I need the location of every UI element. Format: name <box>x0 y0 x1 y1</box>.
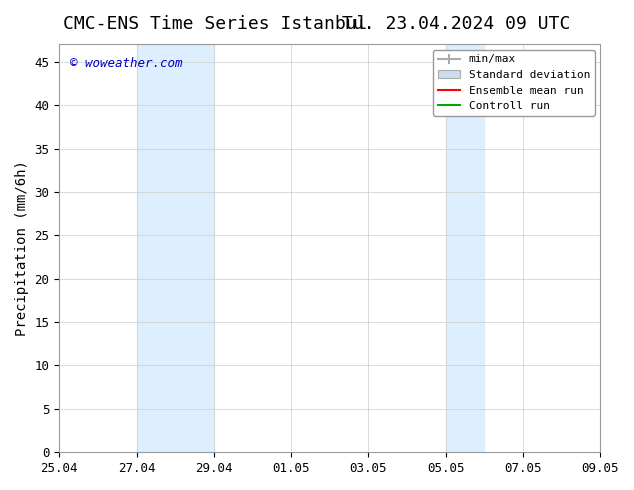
Bar <box>446 45 484 452</box>
Text: CMC-ENS Time Series Istanbul: CMC-ENS Time Series Istanbul <box>63 15 368 33</box>
Y-axis label: Precipitation (mm/6h): Precipitation (mm/6h) <box>15 160 29 336</box>
Text: Tu. 23.04.2024 09 UTC: Tu. 23.04.2024 09 UTC <box>342 15 571 33</box>
Bar <box>136 45 214 452</box>
Legend: min/max, Standard deviation, Ensemble mean run, Controll run: min/max, Standard deviation, Ensemble me… <box>433 50 595 116</box>
Text: © woweather.com: © woweather.com <box>70 57 183 70</box>
